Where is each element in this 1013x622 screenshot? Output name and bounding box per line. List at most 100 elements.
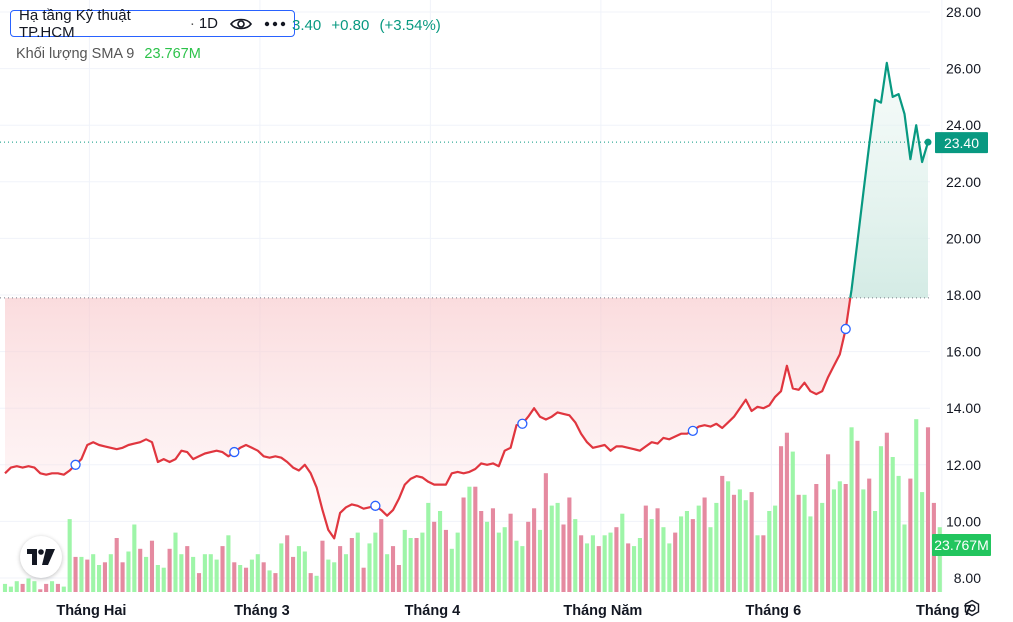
volume-bar bbox=[890, 457, 895, 592]
volume-badge: 23.767M bbox=[934, 537, 988, 553]
volume-bar bbox=[402, 529, 407, 592]
more-options-icon[interactable] bbox=[264, 21, 286, 27]
symbol-legend[interactable]: Hạ tầng Kỹ thuật TP.HCM · 1D bbox=[10, 7, 295, 41]
volume-bar bbox=[138, 548, 143, 592]
volume-bar bbox=[390, 546, 396, 592]
volume-bar bbox=[731, 494, 737, 592]
time-tick-label: Tháng Năm bbox=[563, 603, 642, 619]
volume-bar bbox=[490, 508, 496, 592]
volume-badge-bg bbox=[932, 534, 991, 556]
grid-lines bbox=[0, 0, 943, 592]
volume-bar bbox=[26, 578, 31, 592]
event-marker bbox=[370, 500, 381, 511]
price-tick-label: 10.00 bbox=[946, 513, 981, 529]
volume-bar bbox=[108, 554, 113, 592]
volume-bar bbox=[196, 573, 202, 592]
volume-bar bbox=[555, 502, 560, 592]
volume-bar bbox=[161, 567, 166, 592]
volume-bar bbox=[202, 554, 207, 592]
change-percent: (+3.54%) bbox=[379, 17, 441, 34]
volume-bar bbox=[2, 583, 8, 592]
volume-bar bbox=[396, 565, 401, 592]
volume-bar bbox=[144, 556, 149, 592]
price-tick-label: 26.00 bbox=[946, 61, 981, 77]
volume-bar bbox=[831, 489, 836, 592]
volume-bar bbox=[590, 535, 595, 592]
volume-bar bbox=[479, 511, 484, 592]
volume-bar bbox=[602, 535, 607, 592]
volume-bar bbox=[508, 513, 513, 592]
volume-bar bbox=[514, 540, 519, 592]
volume-bar bbox=[385, 554, 390, 592]
volume-bar bbox=[461, 497, 466, 592]
price-tick-label: 22.00 bbox=[946, 174, 981, 190]
volume-bar bbox=[902, 524, 907, 592]
volume-bar bbox=[549, 505, 554, 592]
volume-bar bbox=[214, 559, 219, 592]
volume-bar bbox=[432, 521, 437, 592]
volume-bar bbox=[437, 511, 443, 592]
price-change-legend: 3.40 +0.80 (+3.54%) bbox=[292, 17, 447, 34]
volume-bar bbox=[896, 475, 901, 592]
volume-bar bbox=[314, 575, 319, 592]
volume-bar bbox=[937, 527, 942, 592]
volume-bar bbox=[467, 486, 472, 592]
volume-bar bbox=[443, 529, 448, 592]
volume-bar bbox=[908, 478, 913, 592]
volume-bar bbox=[338, 546, 343, 592]
volume-bar bbox=[749, 492, 754, 592]
volume-bar bbox=[767, 511, 772, 592]
volume-bar bbox=[285, 535, 290, 592]
volume-bar bbox=[44, 583, 49, 592]
volume-bar bbox=[608, 532, 613, 592]
volume-bar bbox=[149, 540, 155, 592]
volume-bar bbox=[537, 529, 543, 592]
volume-bar bbox=[743, 500, 748, 592]
volume-bar bbox=[55, 583, 60, 592]
volume-bar bbox=[320, 540, 325, 592]
last-price-dot bbox=[924, 138, 932, 146]
volume-bar bbox=[85, 559, 90, 592]
volume-bar bbox=[279, 543, 284, 592]
volume-bar bbox=[343, 554, 349, 592]
volume-bar bbox=[696, 505, 701, 592]
event-marker bbox=[517, 418, 528, 429]
time-tick-label: Tháng 4 bbox=[405, 603, 461, 619]
volume-bar bbox=[291, 556, 296, 592]
volume-bar bbox=[649, 519, 654, 592]
volume-bar bbox=[267, 570, 272, 592]
change-value: +0.80 bbox=[331, 17, 370, 34]
volume-bar bbox=[20, 583, 25, 592]
volume-bar bbox=[155, 565, 160, 592]
volume-bar bbox=[208, 554, 213, 592]
volume-bar bbox=[379, 519, 384, 592]
volume-bar bbox=[414, 538, 419, 592]
interval-label: 1D bbox=[198, 15, 218, 32]
volume-bar bbox=[367, 543, 372, 592]
tradingview-logo[interactable] bbox=[20, 536, 62, 578]
volume-bar bbox=[408, 538, 413, 592]
volume-bar bbox=[778, 446, 784, 592]
eye-icon[interactable] bbox=[230, 17, 252, 31]
settings-icon[interactable] bbox=[962, 598, 982, 618]
volume-bar bbox=[120, 562, 125, 592]
volume-bar bbox=[684, 511, 690, 592]
volume-bar bbox=[814, 484, 819, 592]
volume-bar bbox=[238, 565, 243, 592]
volume-bars bbox=[2, 419, 942, 592]
volume-bar bbox=[720, 475, 725, 592]
volume-bar bbox=[191, 556, 196, 592]
volume-bar bbox=[373, 532, 378, 592]
price-tick-label: 12.00 bbox=[946, 457, 981, 473]
price-line-up bbox=[849, 61, 930, 298]
volume-bar bbox=[661, 527, 666, 592]
volume-bar bbox=[679, 516, 684, 592]
event-marker bbox=[229, 446, 240, 458]
time-tick-label: Tháng Hai bbox=[56, 603, 126, 619]
price-tick-label: 20.00 bbox=[946, 230, 981, 246]
volume-bar bbox=[67, 519, 72, 592]
tradingview-logo-icon bbox=[27, 549, 55, 565]
price-tick-label: 28.00 bbox=[946, 4, 981, 20]
volume-bar bbox=[884, 432, 889, 592]
